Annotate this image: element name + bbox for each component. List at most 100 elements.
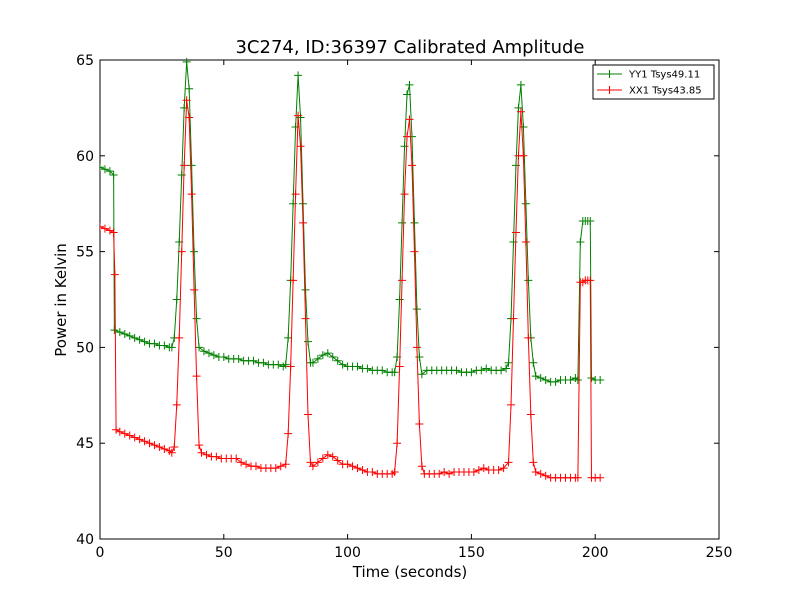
data-point — [197, 448, 206, 457]
data-point — [536, 374, 545, 383]
data-point — [237, 458, 246, 467]
data-point — [395, 362, 404, 371]
data-point — [242, 460, 251, 469]
data-point — [313, 354, 322, 363]
data-point — [502, 364, 511, 373]
data-point — [338, 360, 347, 369]
data-point — [150, 339, 159, 348]
data-point — [323, 450, 332, 459]
chart-title: 3C274, ID:36397 Calibrated Amplitude — [235, 37, 584, 58]
series-line — [100, 100, 601, 479]
plot-area — [99, 59, 720, 540]
data-point — [259, 358, 268, 367]
data-point — [212, 452, 221, 461]
data-point — [318, 454, 327, 463]
x-tick-label: 150 — [458, 545, 485, 561]
data-point — [109, 228, 118, 237]
data-point — [328, 352, 337, 361]
data-point — [199, 347, 208, 356]
data-point — [120, 329, 129, 338]
y-tick-label: 50 — [76, 340, 94, 356]
data-point — [190, 285, 199, 294]
data-point — [405, 115, 414, 124]
data-point — [516, 107, 525, 116]
data-point — [274, 360, 283, 369]
data-point — [378, 366, 387, 375]
data-point — [596, 375, 605, 384]
data-point — [172, 295, 181, 304]
data-point — [308, 358, 317, 367]
data-point — [398, 218, 407, 227]
data-point — [192, 372, 201, 381]
data-point — [400, 190, 409, 199]
data-point — [407, 161, 416, 170]
data-point — [417, 462, 426, 471]
legend-label: XX1 Tsys43.85 — [629, 86, 702, 97]
data-point — [175, 333, 184, 342]
y-tick-label: 55 — [76, 245, 94, 261]
data-point — [249, 356, 258, 365]
data-point — [110, 270, 119, 279]
data-point — [368, 467, 377, 476]
data-point — [160, 341, 169, 350]
data-point — [504, 458, 513, 467]
data-point — [521, 199, 530, 208]
data-point — [271, 464, 280, 473]
data-point — [100, 224, 109, 233]
data-point — [299, 218, 308, 227]
data-point — [328, 452, 337, 461]
data-point — [291, 190, 300, 199]
data-point — [541, 471, 550, 480]
data-point — [390, 467, 399, 476]
data-point — [415, 420, 424, 429]
data-point — [469, 467, 478, 476]
data-point — [511, 161, 520, 170]
data-point — [172, 400, 181, 409]
series-layer — [100, 57, 605, 482]
data-point — [100, 163, 104, 172]
data-point — [511, 228, 520, 237]
data-point — [190, 247, 199, 256]
data-point — [130, 433, 139, 442]
data-point — [232, 454, 241, 463]
data-point — [573, 473, 582, 482]
data-point — [435, 469, 444, 478]
data-point — [112, 425, 121, 434]
data-point — [155, 443, 164, 452]
data-point — [526, 410, 535, 419]
data-point — [410, 247, 419, 256]
data-point — [182, 96, 191, 105]
data-point — [150, 441, 159, 450]
data-point — [192, 314, 201, 323]
y-axis: 40 45 50 55 60 65 — [76, 53, 719, 548]
data-point — [445, 469, 454, 478]
data-point — [358, 466, 367, 475]
data-point — [403, 90, 412, 99]
data-point — [333, 356, 342, 365]
data-point — [576, 238, 585, 247]
data-point — [251, 462, 260, 471]
data-point — [115, 427, 124, 436]
data-point — [477, 366, 486, 375]
data-point — [494, 466, 503, 475]
data-point — [452, 366, 461, 375]
data-point — [417, 370, 426, 379]
data-point — [308, 462, 317, 471]
data-point — [343, 460, 352, 469]
series-xx1 — [100, 96, 605, 482]
data-point — [398, 276, 407, 285]
data-point — [509, 314, 518, 323]
data-point — [120, 429, 129, 438]
legend-marker — [605, 86, 614, 94]
y-tick-label: 45 — [76, 436, 94, 452]
data-point — [303, 337, 312, 346]
data-point — [586, 276, 595, 285]
data-point — [551, 377, 560, 386]
x-axis: 0 50 100 150 200 250 — [96, 60, 732, 561]
series-yy1 — [100, 57, 605, 386]
data-point — [313, 458, 322, 467]
data-point — [187, 161, 196, 170]
data-point — [507, 400, 516, 409]
data-point — [289, 276, 298, 285]
data-point — [281, 460, 290, 469]
